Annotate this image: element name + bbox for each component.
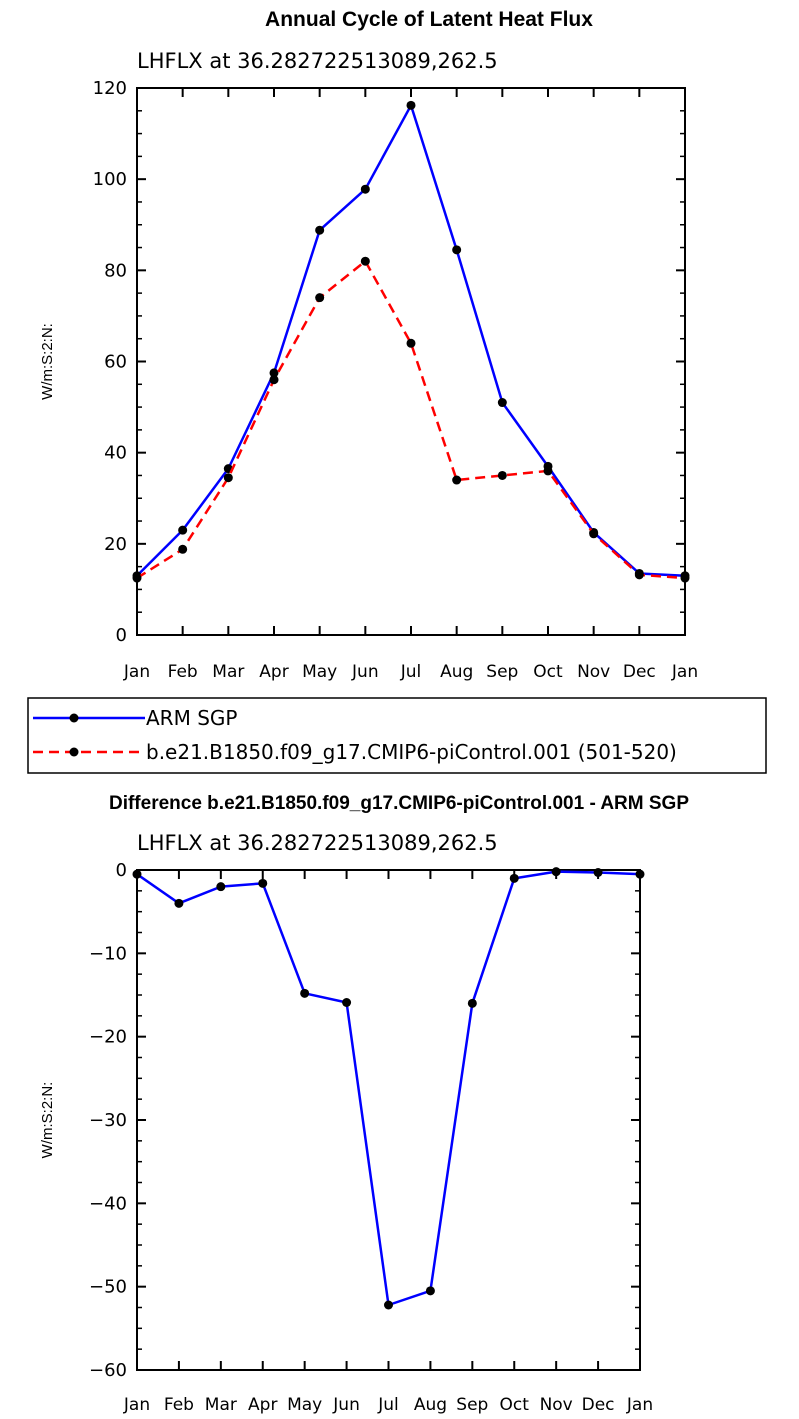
chart-2: Difference b.e21.B1850.f09_g17.CMIP6-piC… — [39, 793, 689, 1415]
x-tick-label: Mar — [212, 662, 244, 682]
data-point — [258, 878, 268, 888]
legend-marker — [69, 713, 79, 723]
x-tick-label: Nov — [577, 662, 610, 682]
legend-label-1: ARM SGP — [146, 706, 237, 730]
data-point — [497, 398, 507, 408]
data-point — [406, 338, 416, 348]
chart-title: Annual Cycle of Latent Heat Flux — [265, 8, 593, 31]
x-tick-label: Apr — [259, 662, 288, 682]
x-tick-label: Jun — [351, 662, 379, 682]
y-tick-label: −40 — [89, 1193, 127, 1214]
x-tick-label: Dec — [623, 662, 656, 682]
x-tick-label: Aug — [414, 1395, 447, 1415]
legend-marker — [69, 747, 79, 757]
x-tick-label: Sep — [486, 662, 518, 682]
data-point — [360, 184, 370, 194]
x-tick-label: Jan — [671, 662, 698, 682]
x-tick-label: Jul — [377, 1395, 399, 1415]
x-tick-label: May — [302, 662, 337, 682]
data-point — [315, 293, 325, 303]
x-tick-label: Aug — [440, 662, 473, 682]
data-point — [406, 100, 416, 110]
data-point — [300, 988, 310, 998]
data-point — [216, 882, 226, 892]
x-tick-label: Mar — [205, 1395, 237, 1415]
x-tick-label: Dec — [582, 1395, 615, 1415]
y-tick-label: 80 — [104, 260, 127, 281]
plot-frame — [136, 869, 641, 1371]
x-tick-label: Jan — [123, 662, 150, 682]
legend: ARM SGP b.e21.B1850.f09_g17.CMIP6-piContr… — [27, 697, 767, 774]
legend-label-2: b.e21.B1850.f09_g17.CMIP6-piControl.001 … — [146, 740, 677, 764]
data-point — [342, 998, 352, 1007]
data-point — [132, 869, 142, 879]
data-point — [223, 473, 233, 483]
x-tick-label: Oct — [500, 1395, 530, 1415]
x-tick-label: Apr — [248, 1395, 277, 1415]
series-line-2 — [136, 259, 686, 580]
y-tick-label: 0 — [116, 625, 127, 646]
chart-subtitle: LHFLX at 36.282722513089,262.5 — [137, 49, 498, 73]
x-tick-label: Jul — [400, 662, 422, 682]
y-axis-label: W/m:S:2:N: — [39, 1082, 56, 1159]
data-point — [589, 529, 599, 539]
y-tick-label: 100 — [93, 169, 127, 190]
y-tick-label: 40 — [104, 443, 127, 464]
plot-frame — [136, 87, 686, 636]
data-point — [178, 525, 188, 535]
y-tick-label: −50 — [89, 1277, 127, 1298]
data-point — [269, 368, 279, 378]
x-tick-label: Jan — [123, 1395, 150, 1415]
data-point — [680, 573, 690, 583]
data-point — [452, 475, 462, 485]
data-point — [509, 873, 519, 883]
data-point — [315, 225, 325, 235]
data-point — [467, 998, 477, 1008]
y-tick-label: 20 — [104, 534, 127, 555]
data-point — [452, 245, 462, 255]
chart-subtitle: LHFLX at 36.282722513089,262.5 — [137, 831, 498, 855]
x-tick-label: Nov — [540, 1395, 573, 1415]
x-tick-label: Sep — [456, 1395, 488, 1415]
y-tick-label: −30 — [89, 1110, 127, 1131]
y-tick-label: −20 — [89, 1027, 127, 1048]
data-point — [360, 256, 370, 266]
y-tick-label: −60 — [89, 1360, 127, 1381]
y-tick-label: 120 — [93, 78, 127, 99]
x-tick-label: Jun — [332, 1395, 360, 1415]
data-point — [497, 470, 507, 480]
data-point — [384, 1300, 393, 1310]
y-axis-label: W/m:S:2:N: — [39, 323, 56, 400]
data-point — [174, 898, 184, 908]
data-point — [425, 1286, 435, 1296]
data-point — [269, 375, 279, 385]
data-point — [635, 869, 645, 879]
data-point — [132, 573, 142, 583]
y-tick-label: −10 — [89, 943, 127, 964]
x-tick-label: Feb — [164, 1395, 194, 1415]
y-tick-label: 60 — [104, 352, 127, 373]
chart-1: Annual Cycle of Latent Heat Flux LHFLX at… — [39, 8, 698, 682]
x-tick-label: Oct — [533, 662, 563, 682]
data-point — [593, 868, 603, 877]
data-point — [551, 867, 561, 877]
x-tick-label: May — [287, 1395, 322, 1415]
legend-box — [27, 697, 767, 774]
chart-title: Difference b.e21.B1850.f09_g17.CMIP6-piC… — [109, 793, 689, 814]
y-tick-label: 0 — [116, 860, 127, 881]
x-tick-label: Feb — [168, 662, 198, 682]
data-point — [634, 570, 644, 580]
data-point — [543, 466, 553, 476]
series-line-1 — [136, 870, 641, 1307]
data-point — [178, 544, 188, 554]
x-tick-label: Jan — [626, 1395, 653, 1415]
